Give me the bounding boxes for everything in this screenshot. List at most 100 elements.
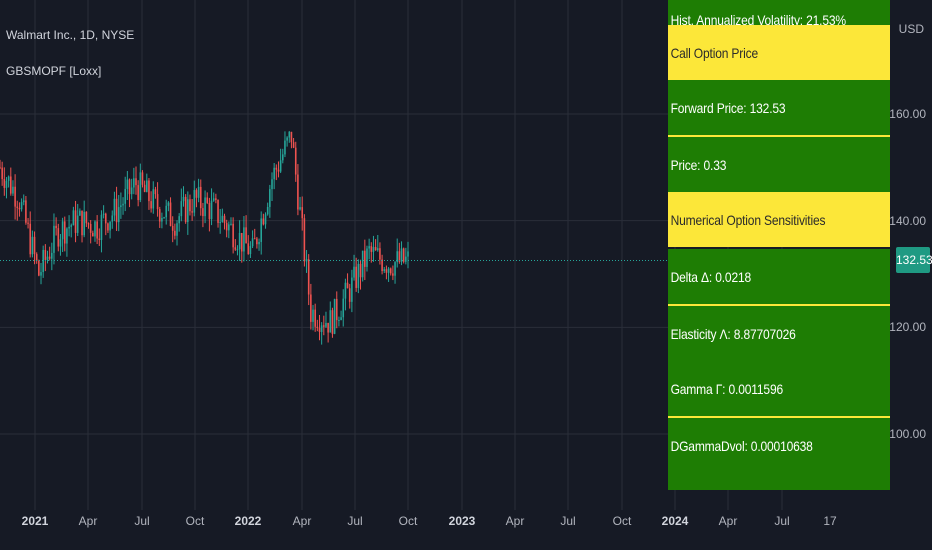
candle-body xyxy=(346,282,349,289)
candle-body xyxy=(398,251,401,262)
candle-body xyxy=(89,224,92,233)
candle-body xyxy=(199,186,202,209)
candle-body xyxy=(245,227,247,244)
price-tick-label: 160.00 xyxy=(889,107,926,121)
candle-body xyxy=(342,298,345,318)
candle-body xyxy=(126,179,129,189)
candle-body xyxy=(61,221,64,240)
candle-body xyxy=(264,214,267,225)
candle-body xyxy=(275,167,278,170)
candle-body xyxy=(148,180,150,202)
candle-body xyxy=(323,325,325,327)
candle-body xyxy=(57,228,60,247)
candle-body xyxy=(81,210,83,236)
candle-body xyxy=(40,272,42,276)
candle-body xyxy=(372,247,375,252)
candle-body xyxy=(228,224,230,231)
candle-body xyxy=(193,190,196,213)
candle-body xyxy=(266,206,269,215)
candle-body xyxy=(301,207,304,219)
time-scale[interactable]: 2021 Apr Jul Oct 2022 Apr Jul Oct 2023 Apr Jul Oct 2… xyxy=(0,510,932,550)
candle-body xyxy=(310,294,312,322)
candle-body xyxy=(143,184,146,192)
candle-body xyxy=(230,223,232,225)
candle-body xyxy=(394,262,396,276)
candle-body xyxy=(238,232,241,250)
time-tick-label: Jul xyxy=(347,514,363,528)
candle-body xyxy=(158,209,161,222)
candle-body xyxy=(392,273,394,276)
candle-body xyxy=(133,178,135,188)
candle-body xyxy=(25,200,27,223)
table-cell-background xyxy=(668,25,890,80)
candle-body xyxy=(221,215,224,223)
candle-body xyxy=(12,186,14,194)
candle-body xyxy=(180,201,183,217)
price-tick-label: 100.00 xyxy=(889,427,926,441)
candle-body xyxy=(68,226,70,229)
candle-body xyxy=(96,221,98,239)
candle-body xyxy=(1,167,3,180)
symbol-title[interactable]: Walmart Inc., 1D, NYSE xyxy=(6,28,135,42)
candle-body xyxy=(163,217,165,219)
table-row: DGammaDvol: 0.00010638 xyxy=(670,437,813,454)
candle-body xyxy=(368,246,370,249)
candle-body xyxy=(9,176,12,194)
candle-body xyxy=(66,228,68,244)
candle-body xyxy=(225,223,228,231)
candle-body xyxy=(109,221,111,231)
candle-body xyxy=(340,317,342,320)
candle-body xyxy=(232,223,234,248)
candle-body xyxy=(212,198,215,201)
time-tick-label: 17 xyxy=(823,514,837,528)
candle-body xyxy=(359,263,362,278)
candle-body xyxy=(83,211,85,236)
price-chart-svg[interactable] xyxy=(0,0,890,510)
time-tick-label: Oct xyxy=(612,514,632,528)
candle-body xyxy=(117,207,120,223)
time-tick-label: Apr xyxy=(292,514,312,528)
candle-body xyxy=(169,202,172,226)
candle-body xyxy=(33,236,36,255)
candle-body xyxy=(357,263,360,288)
table-row: Numerical Option Sensitivities xyxy=(670,211,826,228)
candle-body xyxy=(176,223,178,236)
candle-body xyxy=(256,238,258,245)
candle-body xyxy=(29,223,32,255)
candle-body xyxy=(338,319,340,321)
candle-body xyxy=(314,309,316,327)
table-cell-background xyxy=(668,192,890,247)
option-info-table: Hist. Annualized Volatility: 21.53% Call … xyxy=(668,0,890,490)
candle-body xyxy=(14,186,16,207)
candle-body xyxy=(79,210,81,216)
table-cell-background xyxy=(668,473,890,490)
time-tick-label: Apr xyxy=(718,514,738,528)
candle-body xyxy=(182,196,185,202)
candle-body xyxy=(389,268,392,274)
candle-body xyxy=(215,198,217,200)
candle-body xyxy=(113,198,116,216)
candle-body xyxy=(333,298,336,334)
candle-body xyxy=(38,260,40,276)
candle-body xyxy=(379,248,381,260)
table-row: Forward Price: 132.53 xyxy=(670,99,786,116)
candle-body xyxy=(236,249,239,251)
candle-body xyxy=(243,227,245,252)
table-row: Call Option Price xyxy=(670,44,759,61)
indicator-legend[interactable]: GBSMOPF [Loxx] xyxy=(6,64,102,78)
time-tick-label: Oct xyxy=(398,514,418,528)
candle-body xyxy=(152,189,155,209)
candle-body xyxy=(191,211,193,213)
candle-body xyxy=(154,189,157,195)
candle-body xyxy=(31,236,34,255)
candle-body xyxy=(247,243,250,255)
price-chart[interactable]: Walmart Inc., 1D, NYSE GBSMOPF [Loxx] xyxy=(0,0,890,510)
table-cell-background xyxy=(668,306,890,361)
candle-body xyxy=(94,221,96,237)
candle-body xyxy=(63,221,66,244)
candle-body xyxy=(7,176,10,181)
candle-body xyxy=(355,266,357,288)
candle-body xyxy=(145,180,148,192)
candle-body xyxy=(124,188,127,204)
time-tick-label: 2024 xyxy=(661,514,689,528)
